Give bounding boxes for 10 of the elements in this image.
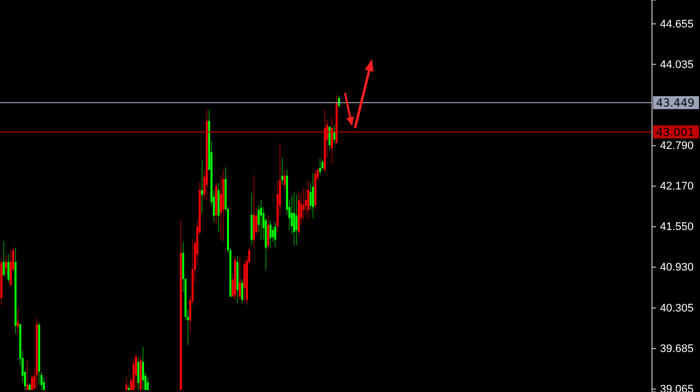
y-tick-label: 40.305 xyxy=(660,302,694,315)
y-tick-label: 44.035 xyxy=(660,58,694,71)
y-tick-label: 42.790 xyxy=(660,140,694,152)
y-tick-label: 44.655 xyxy=(660,18,694,30)
y-tick-label: 40.930 xyxy=(660,262,694,274)
y-tick-label: 39.685 xyxy=(660,343,694,356)
y-tick-label: 42.170 xyxy=(660,180,694,193)
ref-line-label: 43.449 xyxy=(656,96,694,110)
ref-line-label: 43.001 xyxy=(656,126,694,139)
y-tick-label: 41.550 xyxy=(660,221,694,234)
